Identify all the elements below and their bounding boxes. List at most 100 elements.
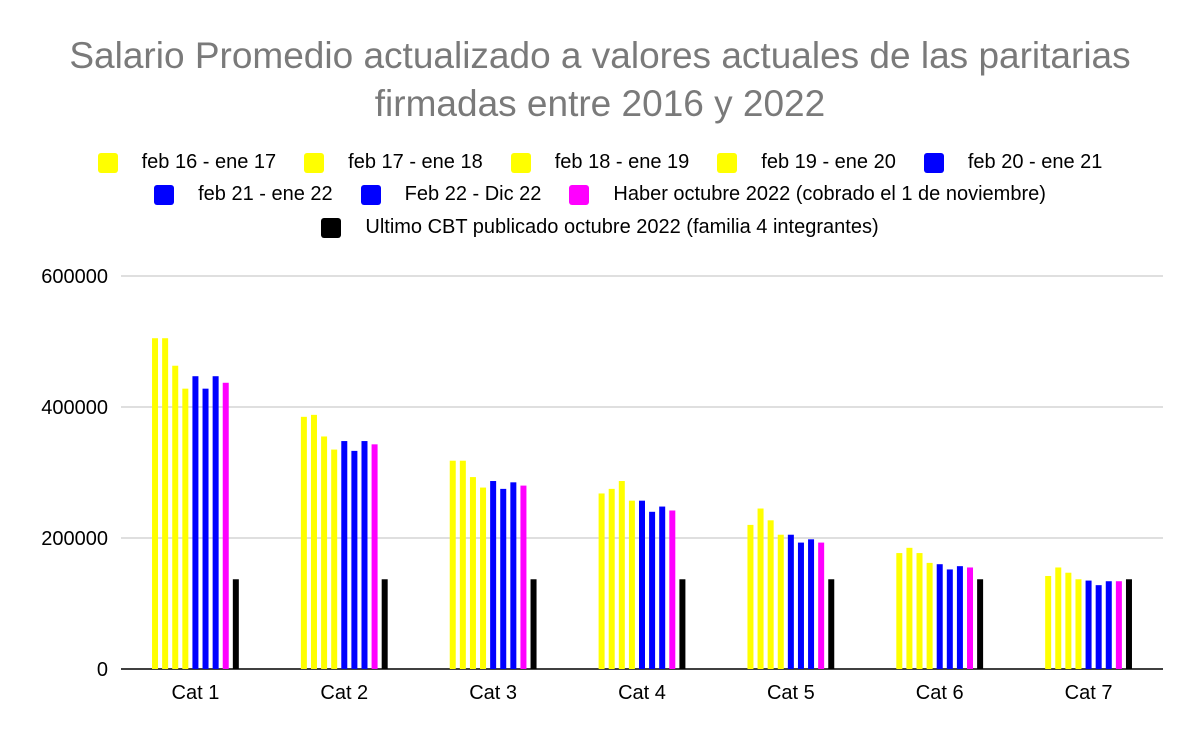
bar [162, 338, 169, 669]
legend-label: Feb 22 - Dic 22 [404, 183, 542, 205]
legend-row-3: Ultimo CBT publicado octubre 2022 (famil… [0, 216, 1200, 239]
bar [321, 436, 328, 669]
bar [828, 579, 835, 669]
x-tick-label: Cat 4 [618, 682, 666, 704]
legend-swatch [154, 184, 175, 205]
legend-swatch [97, 152, 118, 173]
x-tick-label: Cat 6 [916, 682, 964, 704]
bar [797, 542, 804, 669]
bar [361, 441, 368, 669]
legend-label: feb 21 - ene 22 [198, 183, 333, 205]
bar [1125, 579, 1132, 669]
bar [341, 441, 348, 669]
bar [618, 481, 625, 669]
legend-item: feb 20 - ene 21 [923, 151, 1103, 174]
bar [967, 567, 974, 669]
legend-item: feb 19 - ene 20 [717, 151, 896, 174]
legend-label: Haber octubre 2022 (cobrado el 1 de novi… [613, 183, 1046, 205]
bar [757, 508, 764, 669]
x-tick-label: Cat 5 [767, 682, 815, 704]
bar [480, 487, 487, 669]
bar [1085, 580, 1092, 669]
bar [371, 444, 378, 669]
legend-item: feb 17 - ene 18 [304, 151, 483, 174]
bar [310, 414, 317, 669]
bar [469, 477, 476, 669]
legend-label: Ultimo CBT publicado octubre 2022 (famil… [365, 216, 879, 238]
y-tick-label: 400000 [41, 397, 108, 419]
x-tick-label: Cat 7 [1065, 682, 1113, 704]
legend-item: Feb 22 - Dic 22 [360, 183, 542, 206]
bar [628, 500, 635, 669]
bar [300, 416, 307, 669]
bar [608, 488, 615, 669]
bar [669, 510, 676, 669]
bar [500, 488, 507, 669]
legend-item: feb 16 - ene 17 [97, 151, 277, 174]
bar [977, 579, 984, 669]
bar [1095, 585, 1102, 669]
bar [787, 534, 794, 669]
bar [679, 579, 686, 669]
legend-row-1: feb 16 - ene 17 feb 17 - ene 18 feb 18 -… [0, 151, 1200, 174]
bar [1045, 575, 1052, 669]
legend-label: feb 19 - ene 20 [761, 151, 896, 173]
bar [936, 564, 943, 669]
chart-title-line-1: Salario Promedio actualizado a valores a… [69, 35, 1131, 76]
legend-swatch [569, 184, 590, 205]
bar [152, 338, 159, 669]
bar [381, 579, 388, 669]
bar [232, 579, 239, 669]
legend-label: feb 16 - ene 17 [141, 151, 277, 173]
legend-swatch [304, 152, 325, 173]
bar [172, 365, 179, 669]
bar [520, 485, 527, 669]
bar [956, 566, 963, 669]
bar [351, 450, 358, 669]
bar [639, 500, 645, 669]
bar [331, 449, 338, 669]
legend-row-2: feb 21 - ene 22 Feb 22 - Dic 22 Haber oc… [0, 183, 1200, 206]
legend-swatch [923, 152, 944, 173]
x-tick-label: Cat 3 [469, 682, 517, 704]
legend-label: feb 17 - ene 18 [348, 151, 483, 173]
bar [896, 553, 903, 669]
bar [649, 511, 656, 669]
bar [530, 579, 537, 669]
bar [926, 562, 933, 669]
bar [222, 382, 229, 669]
legend-item: Ultimo CBT publicado octubre 2022 (famil… [321, 216, 879, 239]
y-tick-label: 200000 [41, 528, 108, 550]
x-tick-label: Cat 1 [172, 682, 220, 704]
legend-item: Haber octubre 2022 (cobrado el 1 de novi… [569, 183, 1046, 206]
y-tick-label: 600000 [41, 266, 108, 288]
chart-title-line-2: firmadas entre 2016 y 2022 [374, 83, 826, 124]
x-tick-label: Cat 2 [320, 682, 368, 704]
bar [490, 481, 497, 669]
legend-label: feb 20 - ene 21 [967, 151, 1103, 173]
bar [598, 493, 605, 669]
bar [1065, 572, 1072, 669]
bar [1105, 581, 1112, 669]
bar [1075, 579, 1082, 669]
bar [777, 534, 784, 669]
legend-swatch [510, 152, 531, 173]
bar [906, 547, 913, 669]
bar [818, 542, 825, 669]
bar [192, 376, 199, 669]
legend-item: feb 18 - ene 19 [510, 151, 690, 174]
legend-swatch [321, 217, 342, 238]
bar [1055, 567, 1062, 669]
bar [202, 388, 209, 669]
bar [182, 388, 189, 669]
bar [459, 460, 466, 669]
bar [510, 482, 517, 669]
bar [767, 520, 774, 669]
bar [212, 376, 219, 669]
bar [808, 539, 815, 669]
legend-label: feb 18 - ene 19 [554, 151, 690, 173]
bar [747, 524, 754, 669]
bar [1115, 581, 1122, 669]
